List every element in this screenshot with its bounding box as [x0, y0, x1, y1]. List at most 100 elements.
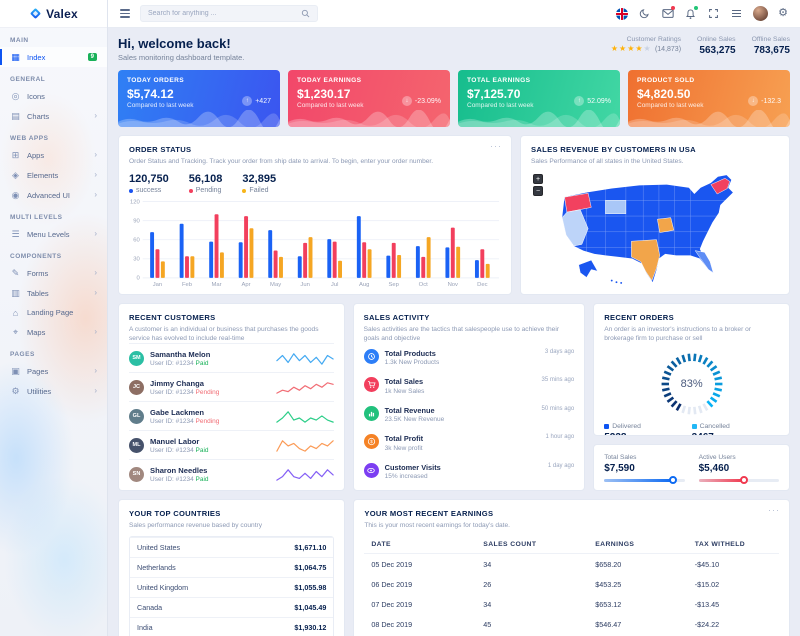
state-texas — [631, 239, 660, 282]
notifications-bell-icon[interactable] — [684, 6, 699, 20]
sidebar-item[interactable]: ◈ Elements › — [0, 165, 107, 185]
recent-earnings-card: YOUR MOST RECENT EARNINGS ··· This is yo… — [353, 499, 790, 636]
sidebar-item[interactable]: ◎ Icons — [0, 86, 107, 106]
sidebar-toggle-icon[interactable] — [120, 9, 130, 18]
sidebar-item-label: Maps — [27, 327, 46, 337]
order-stat-success: 120,750 success — [129, 173, 169, 195]
user-avatar[interactable] — [753, 6, 769, 21]
svg-text:Dec: Dec — [477, 283, 488, 289]
sidebar-item[interactable]: ▥ Tables › — [0, 283, 107, 303]
svg-text:Feb: Feb — [182, 283, 192, 289]
menu-list-icon[interactable] — [730, 7, 743, 20]
main-content: Hi, welcome back! Sales monitoring dashb… — [108, 28, 800, 636]
sidebar-item-label: Landing Page — [27, 308, 74, 317]
status-badge: Paid — [195, 359, 209, 367]
state-wyoming — [605, 200, 627, 215]
sidebar-item-label: Pages — [27, 366, 49, 376]
chevron-right-icon: › — [94, 288, 97, 297]
customer-sparkline — [275, 469, 334, 481]
svg-text:May: May — [270, 283, 281, 289]
card-menu-button[interactable]: ··· — [768, 505, 780, 515]
svg-text:Jan: Jan — [153, 283, 162, 289]
status-badge: Pending — [195, 388, 220, 396]
messages-icon[interactable] — [661, 6, 676, 20]
total-sales-slider: Total Sales $7,590 — [604, 454, 685, 484]
sidebar-item[interactable]: ⌖ Maps › — [0, 322, 107, 342]
sidebar-item[interactable]: ⌂ Landing Page — [0, 303, 107, 322]
active-users-slider: Active Users $5,460 — [698, 454, 779, 484]
sidebar-item-icon: ⌖ — [12, 326, 19, 337]
chevron-right-icon: › — [94, 111, 97, 120]
chevron-right-icon: › — [94, 327, 97, 336]
status-badge: Paid — [195, 475, 209, 483]
customer-row[interactable]: SN Sharon Needles User ID: #1234 Paid — [129, 459, 334, 488]
language-flag-icon[interactable] — [615, 7, 628, 20]
arrow-up-icon: ↑ — [574, 96, 585, 106]
avatar: JC — [129, 379, 144, 395]
avatar: SN — [129, 466, 144, 482]
page-subtitle: Sales monitoring dashboard template. — [118, 53, 245, 62]
chevron-right-icon: › — [94, 268, 97, 277]
customer-sparkline — [275, 353, 334, 365]
sidebar-item[interactable]: ▣ Pages › — [0, 361, 107, 381]
topbar: ⚙ — [108, 0, 800, 28]
fullscreen-icon[interactable] — [707, 7, 720, 20]
delivered-stat: Delivered 5238 Last 6 months — [604, 423, 691, 435]
svg-text:Mar: Mar — [211, 283, 221, 289]
customer-row[interactable]: JC Jimmy Changa User ID: #1234 Pending — [129, 372, 334, 401]
customer-row[interactable]: SM Samantha Melon User ID: #1234 Paid — [129, 343, 334, 372]
state-california — [561, 209, 589, 247]
country-name: Canada — [137, 603, 163, 613]
activity-row: Total Products 1.3k New Products 3 days a… — [363, 343, 574, 372]
app-logo[interactable]: Valex — [0, 0, 107, 28]
sidebar-item[interactable]: ✎ Forms › — [0, 263, 107, 283]
svg-text:$: $ — [370, 439, 373, 444]
usa-map-card: SALES REVENUE BY CUSTOMERS IN USA Sales … — [520, 135, 790, 295]
app-logo-text: Valex — [46, 6, 78, 21]
table-row: 06 Dec 2019 26 $453.25 -$15.02 — [371, 579, 720, 589]
sidebar-item-label: Tables — [27, 288, 49, 298]
usa-map[interactable] — [531, 172, 779, 290]
sidebar-item[interactable]: ▤ Charts › — [0, 106, 107, 126]
svg-text:Apr: Apr — [242, 283, 251, 289]
dark-mode-moon-icon[interactable] — [638, 7, 651, 20]
slider-knob[interactable] — [668, 476, 677, 484]
customer-row[interactable]: GL Gabe Lackmen User ID: #1234 Pending — [129, 401, 334, 430]
search-input[interactable] — [148, 10, 296, 17]
sidebar-item-icon: ◈ — [12, 169, 19, 180]
map-zoom-in-button[interactable]: + — [533, 174, 543, 185]
chevron-right-icon: › — [94, 170, 97, 179]
card-menu-button[interactable]: ··· — [490, 141, 502, 151]
sidebar-section-label: PAGES — [10, 351, 35, 358]
svg-text:Nov: Nov — [448, 283, 459, 289]
arrow-down-icon: ↓ — [748, 96, 759, 106]
activity-row: Customer Visits 15% increased 1 day ago — [363, 457, 574, 486]
country-row: United States $1,671.10 — [130, 537, 334, 557]
customer-ratings: Customer Ratings ★★★★★ (14,873) — [610, 36, 682, 53]
state-florida — [694, 250, 714, 274]
order-status-card: ORDER STATUS ··· Order Status and Tracki… — [118, 135, 512, 295]
arrow-down-icon: ↓ — [401, 96, 412, 106]
sidebar-item[interactable]: ☰ Menu Levels › — [0, 224, 107, 244]
sidebar-item-label: Utilities — [27, 386, 52, 396]
sidebar: Valex MAIN ▦ Index 9 GENERAL ◎ Icons ▤ C… — [0, 0, 108, 636]
state-alaska — [578, 260, 599, 278]
country-value: $1,045.49 — [294, 603, 327, 613]
sidebar-item[interactable]: ⊞ Apps › — [0, 145, 107, 165]
sidebar-item[interactable]: ◉ Advanced UI › — [0, 185, 107, 205]
chevron-right-icon: › — [94, 386, 97, 395]
map-zoom-out-button[interactable]: − — [533, 186, 543, 197]
sidebar-item[interactable]: ⚙ Utilities › — [0, 381, 107, 401]
customer-sparkline — [275, 382, 334, 394]
slider-knob[interactable] — [740, 476, 749, 484]
recent-customers-card: RECENT CUSTOMERS A customer is an indivi… — [118, 303, 345, 491]
valex-logo-icon — [30, 8, 41, 19]
country-row: United Kingdom $1,055.98 — [130, 577, 334, 597]
sidebar-item-icon: ⌂ — [12, 307, 19, 318]
settings-gear-icon[interactable]: ⚙ — [778, 7, 788, 19]
customer-row[interactable]: ML Manuel Labor User ID: #1234 Paid — [129, 430, 334, 459]
sidebar-item[interactable]: ▦ Index 9 — [0, 47, 107, 67]
svg-text:0: 0 — [136, 276, 139, 282]
search-box[interactable] — [140, 5, 318, 22]
sidebar-item-label: Apps — [27, 150, 45, 160]
